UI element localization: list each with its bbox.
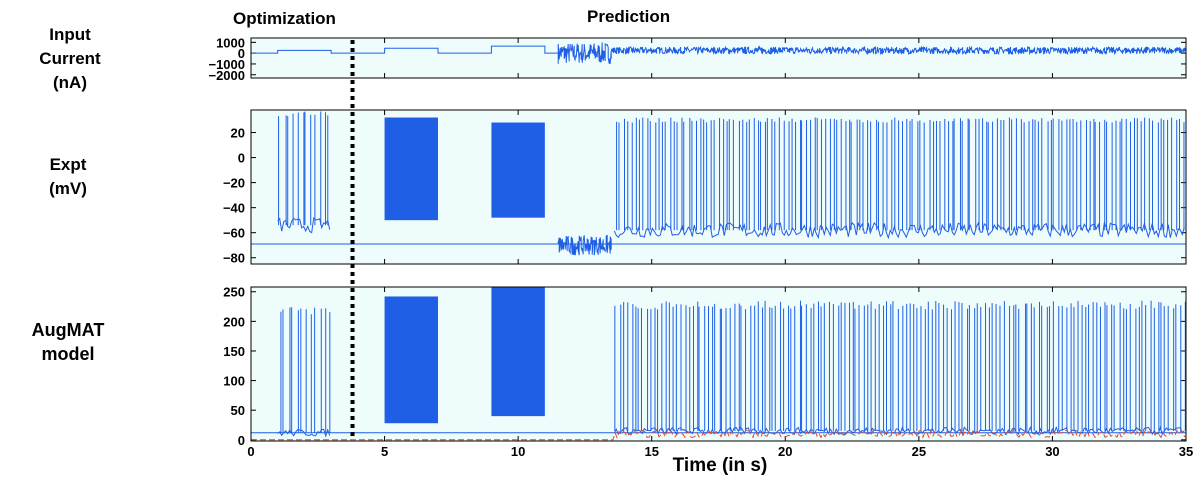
panel-frame bbox=[250, 37, 1187, 79]
ytick-label: 0 bbox=[238, 46, 245, 61]
trace-1 bbox=[251, 111, 1186, 256]
row-label-line: (nA) bbox=[53, 73, 87, 92]
ytick-label: 20 bbox=[231, 126, 245, 141]
xtick-label: 5 bbox=[381, 444, 388, 459]
xtick-label: 25 bbox=[912, 444, 926, 459]
ytick-label: 50 bbox=[231, 403, 245, 418]
protocol-steps bbox=[251, 45, 559, 54]
xtick-label: 35 bbox=[1179, 444, 1193, 459]
optimization-header: Optimization bbox=[233, 9, 336, 28]
row-label-line: Current bbox=[39, 49, 101, 68]
ytick-label: 100 bbox=[223, 374, 245, 389]
panel-frame bbox=[250, 286, 1187, 442]
ytick-label: 200 bbox=[223, 314, 245, 329]
ytick-label: −40 bbox=[223, 201, 245, 216]
xtick-label: 10 bbox=[511, 444, 525, 459]
panel-background bbox=[251, 38, 1186, 78]
dense-firing-block bbox=[384, 296, 438, 424]
ytick-label: 250 bbox=[223, 285, 245, 300]
ytick-label: −2000 bbox=[208, 68, 245, 83]
row-label-line: Input bbox=[49, 25, 91, 44]
ytick-label: −20 bbox=[223, 176, 245, 191]
panels: InputCurrent(nA)10000−1000−2000Expt(mV)2… bbox=[32, 25, 1194, 459]
ytick-label: 1000 bbox=[216, 35, 245, 50]
ytick-label: −80 bbox=[223, 251, 245, 266]
ytick-label: 0 bbox=[238, 151, 245, 166]
xtick-label: 0 bbox=[247, 444, 254, 459]
row-label-line: model bbox=[41, 344, 94, 364]
noise-segment bbox=[611, 45, 1187, 56]
ytick-label: −1000 bbox=[208, 57, 245, 72]
dense-firing-block bbox=[491, 122, 545, 218]
burst-baseline bbox=[613, 425, 1185, 436]
xtick-label: 15 bbox=[644, 444, 658, 459]
xtick-label: 30 bbox=[1045, 444, 1059, 459]
prediction-header: Prediction bbox=[587, 7, 670, 26]
panel-2: AugMAT model 250 200 150 100 50 00 5 10 15 20 25 30 35 bbox=[32, 285, 1194, 459]
noisy-rest-segment bbox=[557, 234, 612, 256]
row-label-line: AugMAT bbox=[32, 320, 105, 340]
xaxis-label: Time (in s) bbox=[673, 455, 768, 476]
reference-trace bbox=[251, 428, 1186, 441]
panel-1: Expt (mV) 20 0 −20 −40 −60 −80 bbox=[49, 109, 1187, 266]
panel-frame bbox=[250, 109, 1187, 265]
ytick-label: 150 bbox=[223, 344, 245, 359]
row-label-line: Expt bbox=[50, 155, 87, 174]
ytick-label: 0 bbox=[238, 433, 245, 448]
row-label-line: (mV) bbox=[49, 179, 87, 198]
burst-baseline bbox=[613, 221, 1185, 240]
noise-segment bbox=[557, 42, 612, 64]
ytick-label: −60 bbox=[223, 226, 245, 241]
xtick-label: 20 bbox=[778, 444, 792, 459]
dense-firing-block bbox=[491, 287, 545, 417]
dense-firing-block bbox=[384, 117, 438, 221]
trace-2 bbox=[251, 287, 1186, 438]
trace-0 bbox=[251, 42, 1187, 64]
